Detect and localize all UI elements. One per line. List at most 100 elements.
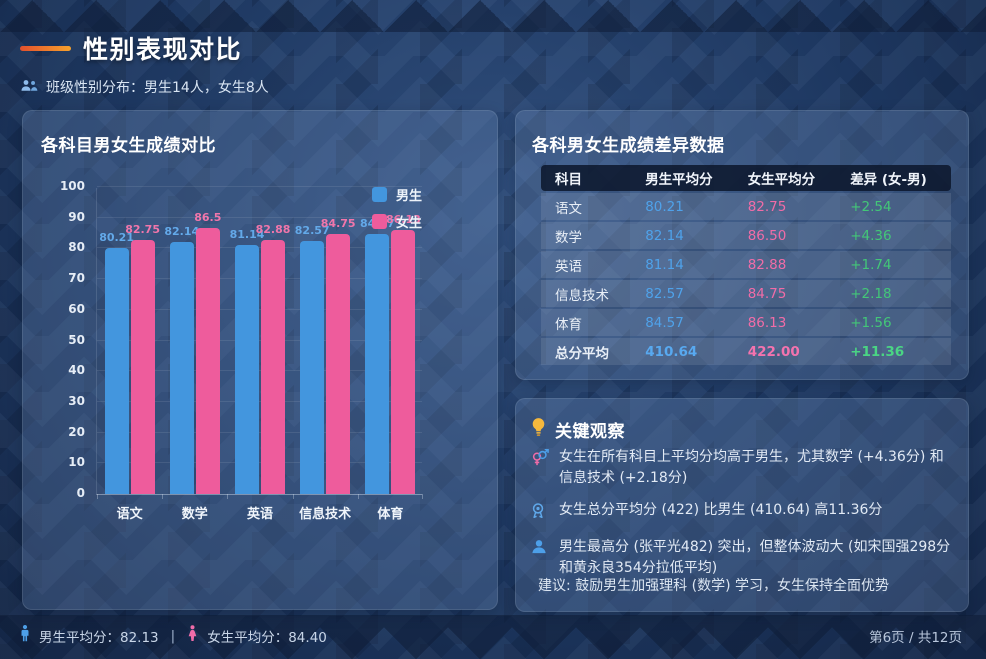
bar-男生-语文[interactable] (104, 247, 129, 494)
y-axis-tick-label: 10 (68, 455, 85, 470)
student-icon (531, 537, 553, 579)
cell-male: 82.14 (631, 222, 734, 249)
y-axis-tick-label: 50 (68, 332, 85, 347)
y-axis-tick-label: 100 (59, 179, 85, 193)
bar-女生-体育[interactable] (391, 229, 416, 494)
top-chevron-pattern (0, 0, 986, 32)
observations-title: 关键观察 (531, 417, 625, 442)
y-axis-tick-label: 0 (76, 486, 85, 500)
legend-label: 男生 (395, 189, 422, 204)
x-axis-tick (422, 494, 423, 499)
lightbulb-icon (531, 417, 546, 442)
chart-panel: 各科目男女生成绩对比 0 10 20 30 40 50 60 70 80 90 100 80.21 82… (22, 110, 498, 610)
medal-icon (531, 500, 553, 526)
bar-女生-信息技术[interactable] (326, 233, 351, 494)
cell-subject: 体育 (541, 309, 632, 336)
gridline (97, 186, 422, 187)
observation-item: 男生最高分 (张平光482) 突出，但整体波动大 (如宋国强298分和黄永良35… (531, 537, 954, 579)
suggestion-text: 建议: 鼓励男生加强理科 (数学) 学习，女生保持全面优势 (538, 578, 889, 594)
page-title: 性别表现对比 (83, 35, 243, 64)
cell-subject: 英语 (541, 251, 632, 278)
y-axis-tick-label: 60 (68, 301, 85, 316)
legend-swatch (371, 187, 387, 202)
footer: 男生平均分：82.13 | 女生平均分：84.40 第6页 / 共12页 (20, 625, 962, 646)
y-axis-tick-label: 20 (68, 424, 85, 439)
legend-label: 女生 (395, 216, 422, 231)
y-axis-tick-label: 80 (68, 240, 85, 255)
table-row: 语文 80.21 82.75 +2.54 (541, 193, 951, 220)
legend-item-男生[interactable]: 男生 (371, 185, 422, 204)
bar-女生-英语[interactable] (260, 239, 285, 494)
x-axis-category-label: 英语 (246, 507, 273, 522)
bar-男生-数学[interactable] (169, 241, 194, 494)
bar-value-label: 86.13 (385, 212, 421, 226)
y-axis-tick-label: 30 (68, 393, 85, 408)
cell-male: 82.57 (631, 280, 734, 307)
x-axis-tick (357, 494, 359, 499)
bar-group: 82.57 84.75 信息技术 (293, 188, 358, 522)
bar-group: 80.21 82.75 语文 (97, 188, 162, 522)
bar-value-label: 82.88 (255, 222, 291, 236)
bar-value-label: 84.75 (320, 216, 356, 230)
bar-男生-体育[interactable] (365, 234, 390, 494)
table-panel-title: 各科男女生成绩差异数据 (532, 136, 725, 156)
legend-item-女生[interactable]: 女生 (371, 212, 422, 231)
cell-subject: 信息技术 (541, 280, 632, 307)
gridline (97, 462, 422, 464)
cell-female: 82.75 (733, 193, 837, 220)
cell-male: 81.14 (631, 251, 734, 278)
x-axis-tick (162, 494, 164, 499)
observations-title-text: 关键观察 (555, 422, 625, 442)
cell-diff: +1.74 (836, 251, 951, 278)
y-axis-tick-label: 90 (68, 209, 85, 224)
observations-panel: 关键观察 女生在所有科目上平均分均高于男生，尤其数学 (+4.36分) 和信息技… (515, 398, 969, 612)
bar-男生-英语[interactable] (234, 244, 259, 494)
table-row: 信息技术 82.57 84.75 +2.18 (541, 280, 951, 307)
header-subtitle: 班级性别分布：男生14人，女生8人 (20, 77, 269, 97)
gridline (97, 431, 422, 433)
gridline (97, 278, 422, 280)
x-axis-category-label: 语文 (116, 507, 143, 522)
cell-female: 84.75 (733, 280, 837, 307)
bar-男生-信息技术[interactable] (300, 240, 325, 494)
cell-female: 86.50 (733, 222, 837, 249)
table-panel: 各科男女生成绩差异数据 科目 男生平均分 女生平均分 差异 (女-男) 语文 80.21… (515, 110, 969, 380)
column-header: 男生平均分 (631, 165, 734, 191)
male-icon (20, 625, 30, 646)
bar-女生-语文[interactable] (130, 239, 155, 494)
x-axis-category-label: 数学 (181, 507, 208, 522)
bar-chart[interactable]: 0 10 20 30 40 50 60 70 80 90 100 80.21 82.75 语文 82.14 8… (60, 179, 423, 522)
gridline (97, 247, 422, 249)
table-row: 数学 82.14 86.50 +4.36 (541, 222, 951, 249)
chart-legend: 男生 女生 (371, 185, 422, 231)
cell-diff: +1.56 (836, 309, 951, 336)
observation-item: 女生在所有科目上平均分均高于男生，尤其数学 (+4.36分) 和信息技术 (+2… (531, 447, 954, 489)
column-header: 差异 (女-男) (836, 165, 951, 191)
female-average-stat: 女生平均分：84.40 (207, 629, 327, 646)
female-icon (187, 625, 198, 646)
cell-male: 84.57 (631, 309, 734, 336)
bar-女生-数学[interactable] (195, 228, 220, 494)
y-axis-tick-label: 70 (68, 271, 85, 286)
diff-table: 科目 男生平均分 女生平均分 差异 (女-男) 语文 80.21 82.75 +2.54 数学… (541, 163, 951, 367)
column-header: 科目 (541, 165, 632, 191)
bar-group: 82.14 86.5 数学 (162, 188, 227, 522)
bottom-chevron-pattern (0, 605, 986, 659)
gridline (97, 370, 422, 372)
bar-value-label: 82.75 (125, 222, 160, 236)
cell-diff: +2.54 (836, 193, 951, 220)
table-row: 总分平均 410.64 422.00 +11.36 (541, 338, 951, 365)
cell-female: 86.13 (733, 309, 837, 336)
x-axis-tick (97, 494, 98, 499)
bar-value-label: 81.14 (229, 227, 265, 241)
cell-subject: 总分平均 (541, 338, 632, 365)
gridline (97, 216, 422, 218)
gender-icon (531, 447, 553, 489)
male-average-stat: 男生平均分：82.13 (39, 629, 159, 646)
bar-group: 81.14 82.88 英语 (227, 188, 292, 522)
cell-female: 422.00 (733, 338, 837, 365)
legend-swatch (371, 214, 387, 229)
x-axis-tick (227, 494, 229, 499)
cell-diff: +4.36 (836, 222, 951, 249)
cell-diff: +11.36 (836, 338, 951, 365)
